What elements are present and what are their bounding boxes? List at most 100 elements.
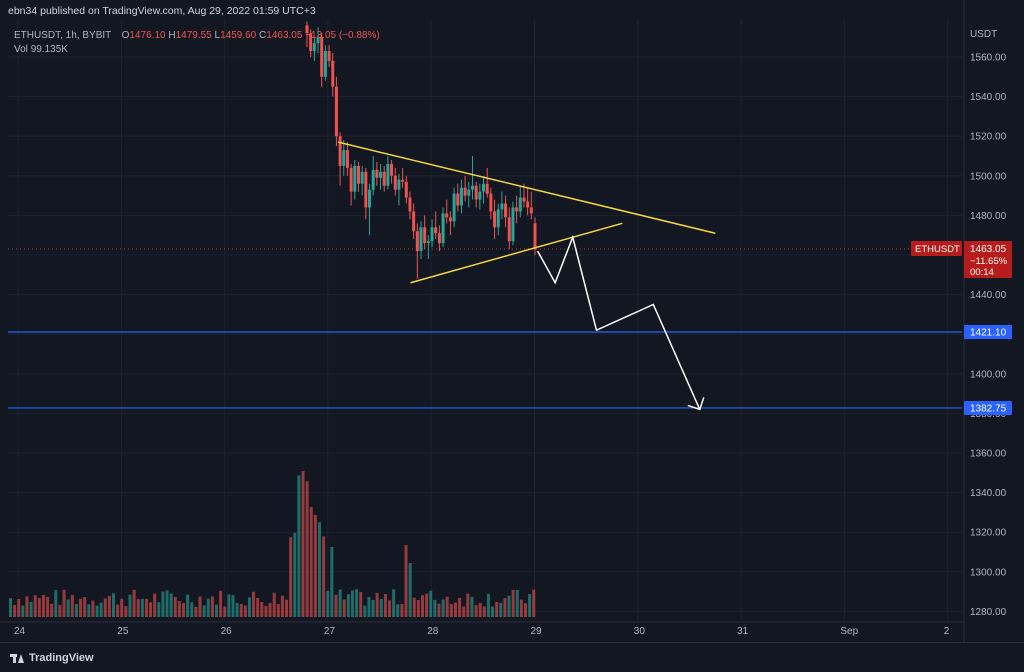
price-chart[interactable]: USDT 1560.00 1540.00 1520.00 1500.00 1480.00 1…: [0, 0, 1024, 642]
candle: [456, 193, 460, 206]
volume-bar: [375, 592, 379, 617]
volume-bar: [371, 599, 375, 617]
volume-bar: [507, 595, 511, 617]
symbol-tag-label: ETHUSDT: [915, 244, 960, 255]
candle: [493, 211, 497, 228]
time-tick-label: 27: [324, 626, 336, 637]
volume-bar: [408, 563, 412, 617]
time-tick-label: 24: [14, 626, 26, 637]
current-price-change: −11.65%: [970, 256, 1008, 267]
volume-bar: [62, 589, 66, 617]
volume-bar: [297, 475, 301, 617]
volume-bar: [289, 537, 293, 617]
volume-bar: [29, 601, 33, 617]
volume-bar: [50, 603, 54, 617]
volume-bar: [260, 601, 264, 617]
candle: [309, 33, 313, 52]
volume-bar: [268, 602, 272, 617]
candle: [485, 183, 489, 194]
volume-bar: [392, 589, 396, 617]
volume-bar: [210, 596, 214, 617]
high-value: 1479.55: [175, 30, 212, 41]
time-tick-label: 29: [531, 626, 543, 637]
candle: [345, 150, 349, 168]
time-tick-label: Sep: [840, 626, 858, 637]
volume-bar: [252, 591, 256, 617]
volume-bar: [215, 604, 218, 617]
volume-bar: [346, 594, 350, 617]
symbol-tag: [911, 240, 962, 256]
volume-bar: [107, 596, 111, 617]
candle: [320, 37, 324, 77]
volume-bar: [367, 597, 371, 617]
time-tick-label: 2: [944, 626, 950, 637]
volume-bar: [37, 598, 41, 617]
price-tick-label: 1560.00: [970, 53, 1007, 64]
volume-bar: [462, 606, 466, 617]
open-label: O: [121, 30, 130, 41]
volume-bar: [79, 598, 83, 617]
price-tick-label: 1340.00: [970, 488, 1007, 499]
hline-price-tag: [964, 400, 1012, 415]
candle: [397, 179, 401, 190]
price-tick-label: 1360.00: [970, 449, 1007, 460]
volume-bar: [445, 596, 449, 617]
volume-bar: [478, 602, 482, 617]
current-price-tag: [964, 240, 1012, 278]
volume-bar: [511, 589, 515, 617]
candle: [360, 171, 364, 184]
volume-bar: [429, 590, 433, 617]
symbol-info[interactable]: ETHUSDT, 1h, BYBIT: [14, 30, 112, 41]
volume-bar: [400, 603, 404, 617]
time-tick-label: 30: [634, 626, 646, 637]
volume-bar: [41, 594, 45, 617]
candle: [445, 213, 449, 218]
volume-label: Vol: [14, 44, 28, 55]
price-tick-label: 1540.00: [970, 92, 1007, 103]
volume-bar: [219, 590, 223, 617]
volume-bar: [482, 606, 486, 617]
volume-bar: [470, 597, 474, 617]
volume-bar: [9, 598, 12, 617]
volume-bar: [206, 598, 210, 617]
price-tick-label: 1400.00: [970, 369, 1007, 380]
candle: [507, 217, 511, 242]
candle: [393, 175, 397, 190]
volume-bar: [466, 593, 470, 617]
volume-bar: [309, 507, 313, 617]
candle: [504, 203, 508, 218]
candle: [526, 201, 530, 208]
volume-bar: [223, 606, 227, 617]
volume-bar: [416, 599, 420, 617]
candle: [323, 51, 327, 77]
candle: [430, 227, 434, 242]
candle: [437, 233, 441, 244]
tradingview-logo[interactable]: TradingView: [10, 652, 94, 664]
volume-bar: [503, 598, 507, 617]
volume-bar: [247, 597, 251, 617]
candle: [408, 197, 412, 212]
volume-bar: [449, 604, 453, 617]
volume-bar: [66, 599, 70, 617]
candle: [368, 189, 372, 208]
volume-bar: [186, 594, 190, 617]
volume-bar: [486, 593, 490, 617]
candle: [482, 183, 486, 192]
volume-bar: [235, 602, 239, 617]
low-label: L: [214, 30, 221, 41]
volume-bar: [243, 605, 247, 617]
volume-bar: [276, 604, 280, 617]
volume-bar: [58, 604, 62, 617]
volume-bar: [425, 593, 429, 617]
volume-bar: [165, 590, 169, 617]
candle: [371, 169, 375, 190]
volume-bar: [194, 606, 198, 617]
volume-bar: [128, 594, 132, 617]
trendline-lower: [410, 222, 623, 284]
volume-bar: [453, 602, 457, 617]
volume-bar: [342, 599, 346, 617]
candle: [386, 163, 390, 186]
volume-bar: [202, 605, 206, 617]
candle: [448, 217, 452, 222]
hline-price-tag: [964, 325, 1012, 340]
